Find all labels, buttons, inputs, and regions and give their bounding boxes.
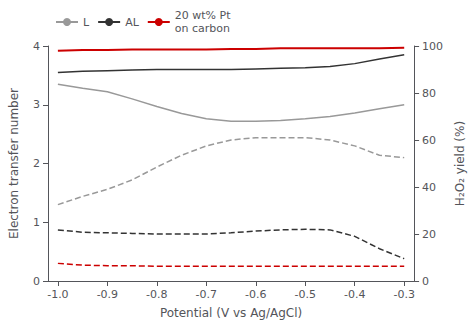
svg-text:on carbon: on carbon (175, 22, 230, 35)
svg-text:-0.3: -0.3 (393, 288, 414, 301)
svg-text:4: 4 (33, 40, 40, 53)
svg-text:3: 3 (33, 98, 40, 111)
svg-text:2: 2 (33, 157, 40, 170)
svg-text:AL: AL (125, 16, 140, 29)
svg-text:20: 20 (422, 228, 436, 241)
svg-text:Electron transfer number: Electron transfer number (7, 88, 21, 239)
svg-text:H₂O₂ yield (%): H₂O₂ yield (%) (453, 121, 467, 206)
svg-text:60: 60 (422, 134, 436, 147)
svg-text:1: 1 (33, 216, 40, 229)
svg-text:-0.8: -0.8 (146, 288, 167, 301)
svg-text:20 wt% Pt: 20 wt% Pt (175, 9, 231, 22)
svg-text:-1.0: -1.0 (47, 288, 68, 301)
svg-text:40: 40 (422, 181, 436, 194)
svg-text:-0.9: -0.9 (97, 288, 118, 301)
svg-text:0: 0 (422, 275, 429, 288)
svg-text:80: 80 (422, 87, 436, 100)
svg-text:-0.5: -0.5 (295, 288, 316, 301)
svg-text:0: 0 (33, 275, 40, 288)
svg-text:-0.7: -0.7 (196, 288, 217, 301)
svg-text:-0.6: -0.6 (245, 288, 266, 301)
svg-text:100: 100 (422, 40, 443, 53)
svg-text:L: L (83, 16, 90, 29)
svg-text:-0.4: -0.4 (344, 288, 365, 301)
svg-text:Potential (V vs Ag/AgCl): Potential (V vs Ag/AgCl) (160, 306, 302, 320)
